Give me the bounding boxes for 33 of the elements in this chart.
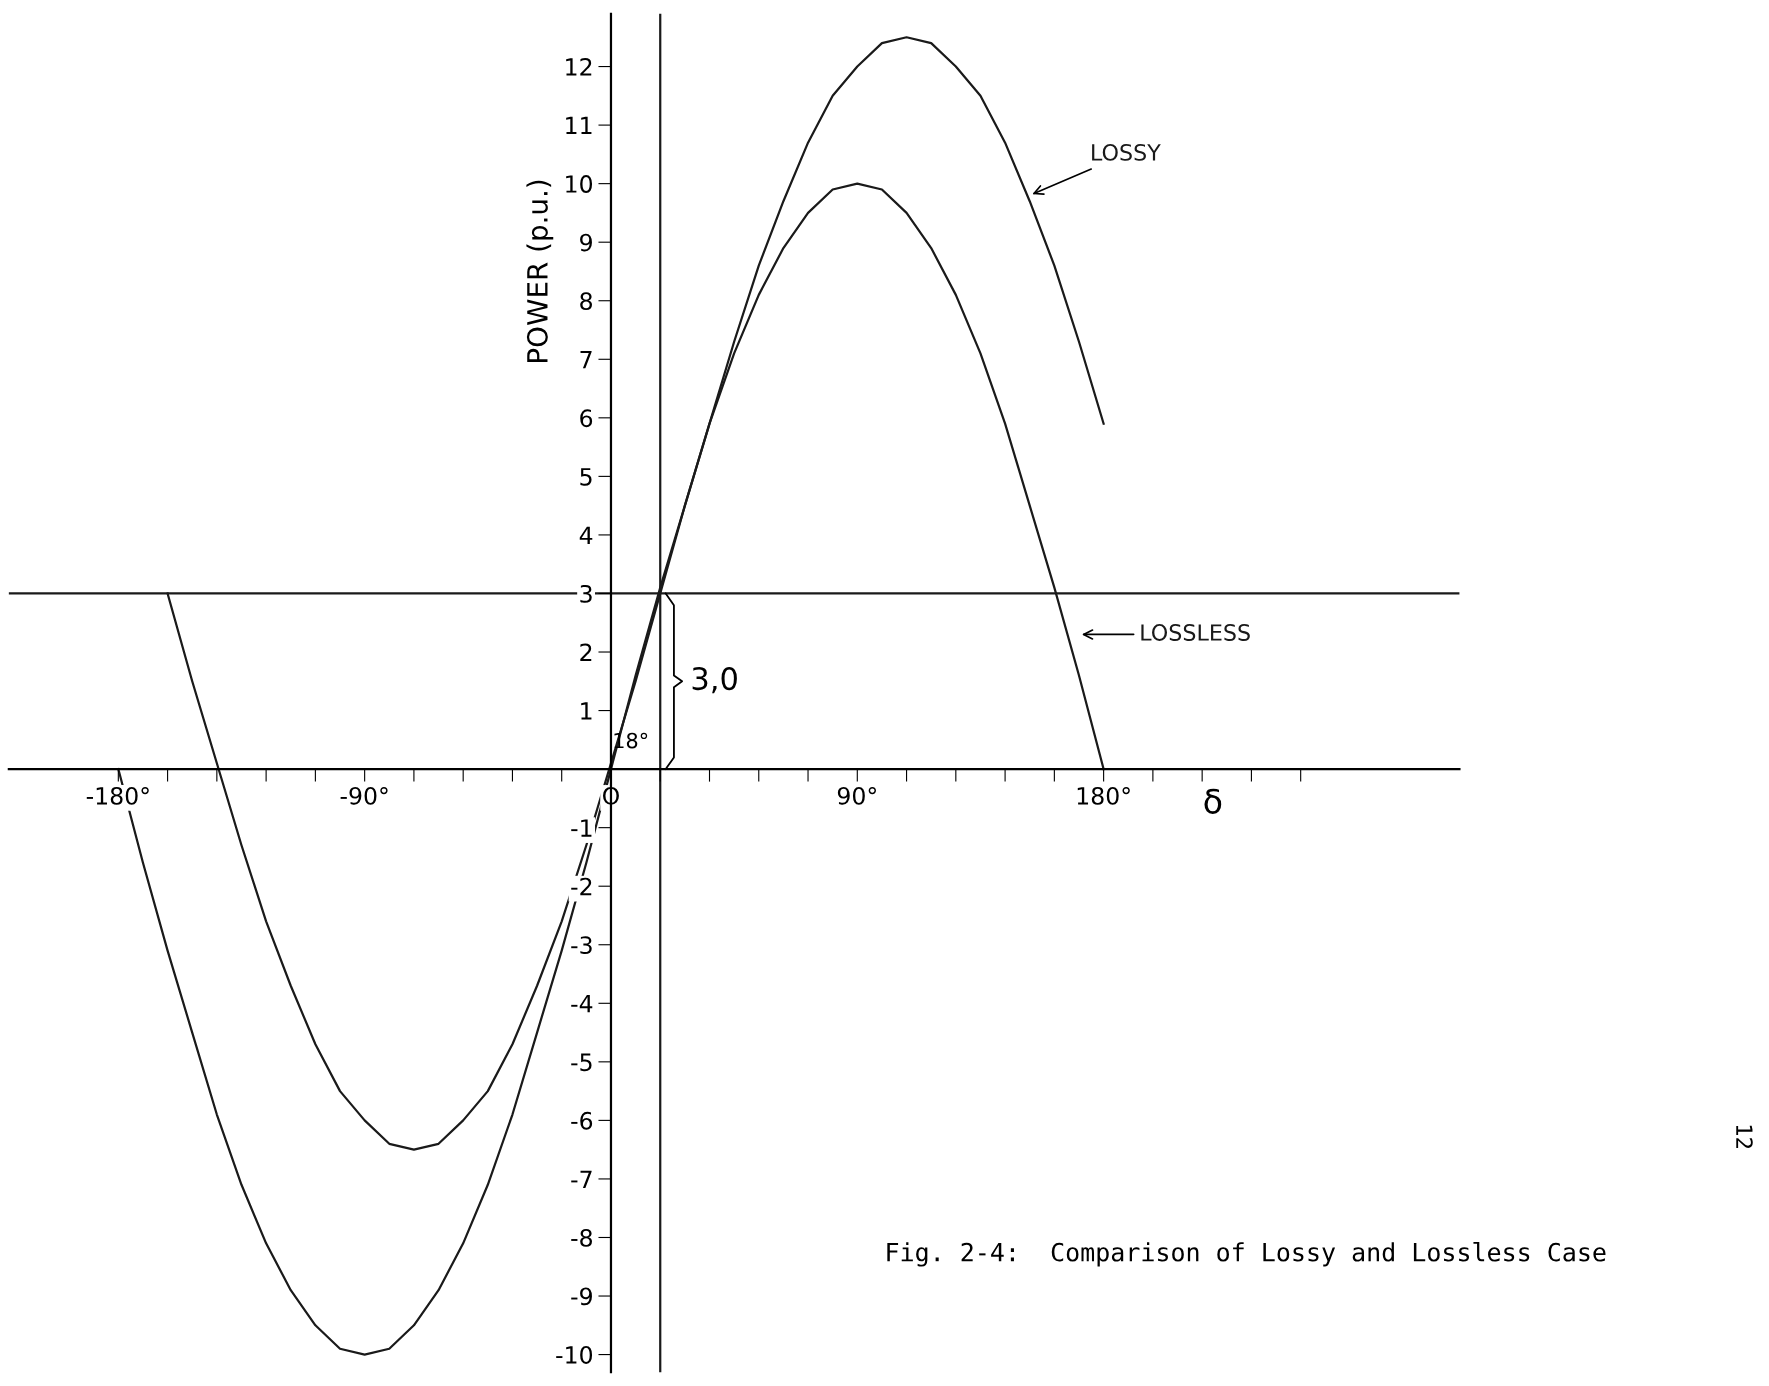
y-tick-label: 7 — [580, 351, 592, 369]
text: LOSSY — [1092, 144, 1161, 161]
y-tick-label: -2 — [571, 877, 592, 896]
y-tick-label: 1 — [581, 702, 592, 720]
y-tick-label: -6 — [571, 1111, 593, 1130]
y-axis-title: POWER (p.u.) — [526, 180, 554, 362]
y-tick-label: 12 — [566, 58, 592, 76]
y-tick-label: 6 — [580, 409, 593, 428]
y-tick-label: 8 — [580, 292, 592, 311]
y-tick-label: -8 — [571, 1228, 592, 1247]
y-tick-label: 5 — [580, 468, 592, 486]
y-tick-label: 11 — [566, 116, 592, 135]
x-tick-label: -180° — [86, 786, 149, 805]
text: LOSSLESS — [1141, 624, 1250, 641]
x-tick-label: 180° — [1077, 786, 1130, 805]
text: 12 — [1736, 1125, 1753, 1149]
y-tick-label: 2 — [580, 643, 592, 661]
annotation: Fig. 2-4: Comparison of Lossy and Lossless Case — [887, 1242, 1606, 1267]
y-tick-label: -1 — [571, 819, 592, 837]
x-tick-label: 90° — [837, 786, 876, 805]
y-tick-label: 4 — [579, 526, 593, 544]
y-tick-label: -4 — [571, 995, 593, 1013]
y-tick-label: -5 — [571, 1053, 592, 1072]
x-tick-label: -90° — [340, 786, 388, 805]
y-tick-label: -10 — [556, 1346, 593, 1364]
y-tick-label: -9 — [571, 1287, 592, 1306]
y-tick-label: -7 — [571, 1170, 592, 1188]
y-tick-label: 9 — [580, 233, 592, 252]
y-tick-label: 3 — [580, 584, 592, 603]
y-tick-label: -3 — [571, 936, 592, 955]
y-tick-label: 10 — [566, 175, 593, 193]
x-axis-title: δ — [1204, 788, 1222, 814]
annotation: 3,0 — [692, 667, 737, 694]
